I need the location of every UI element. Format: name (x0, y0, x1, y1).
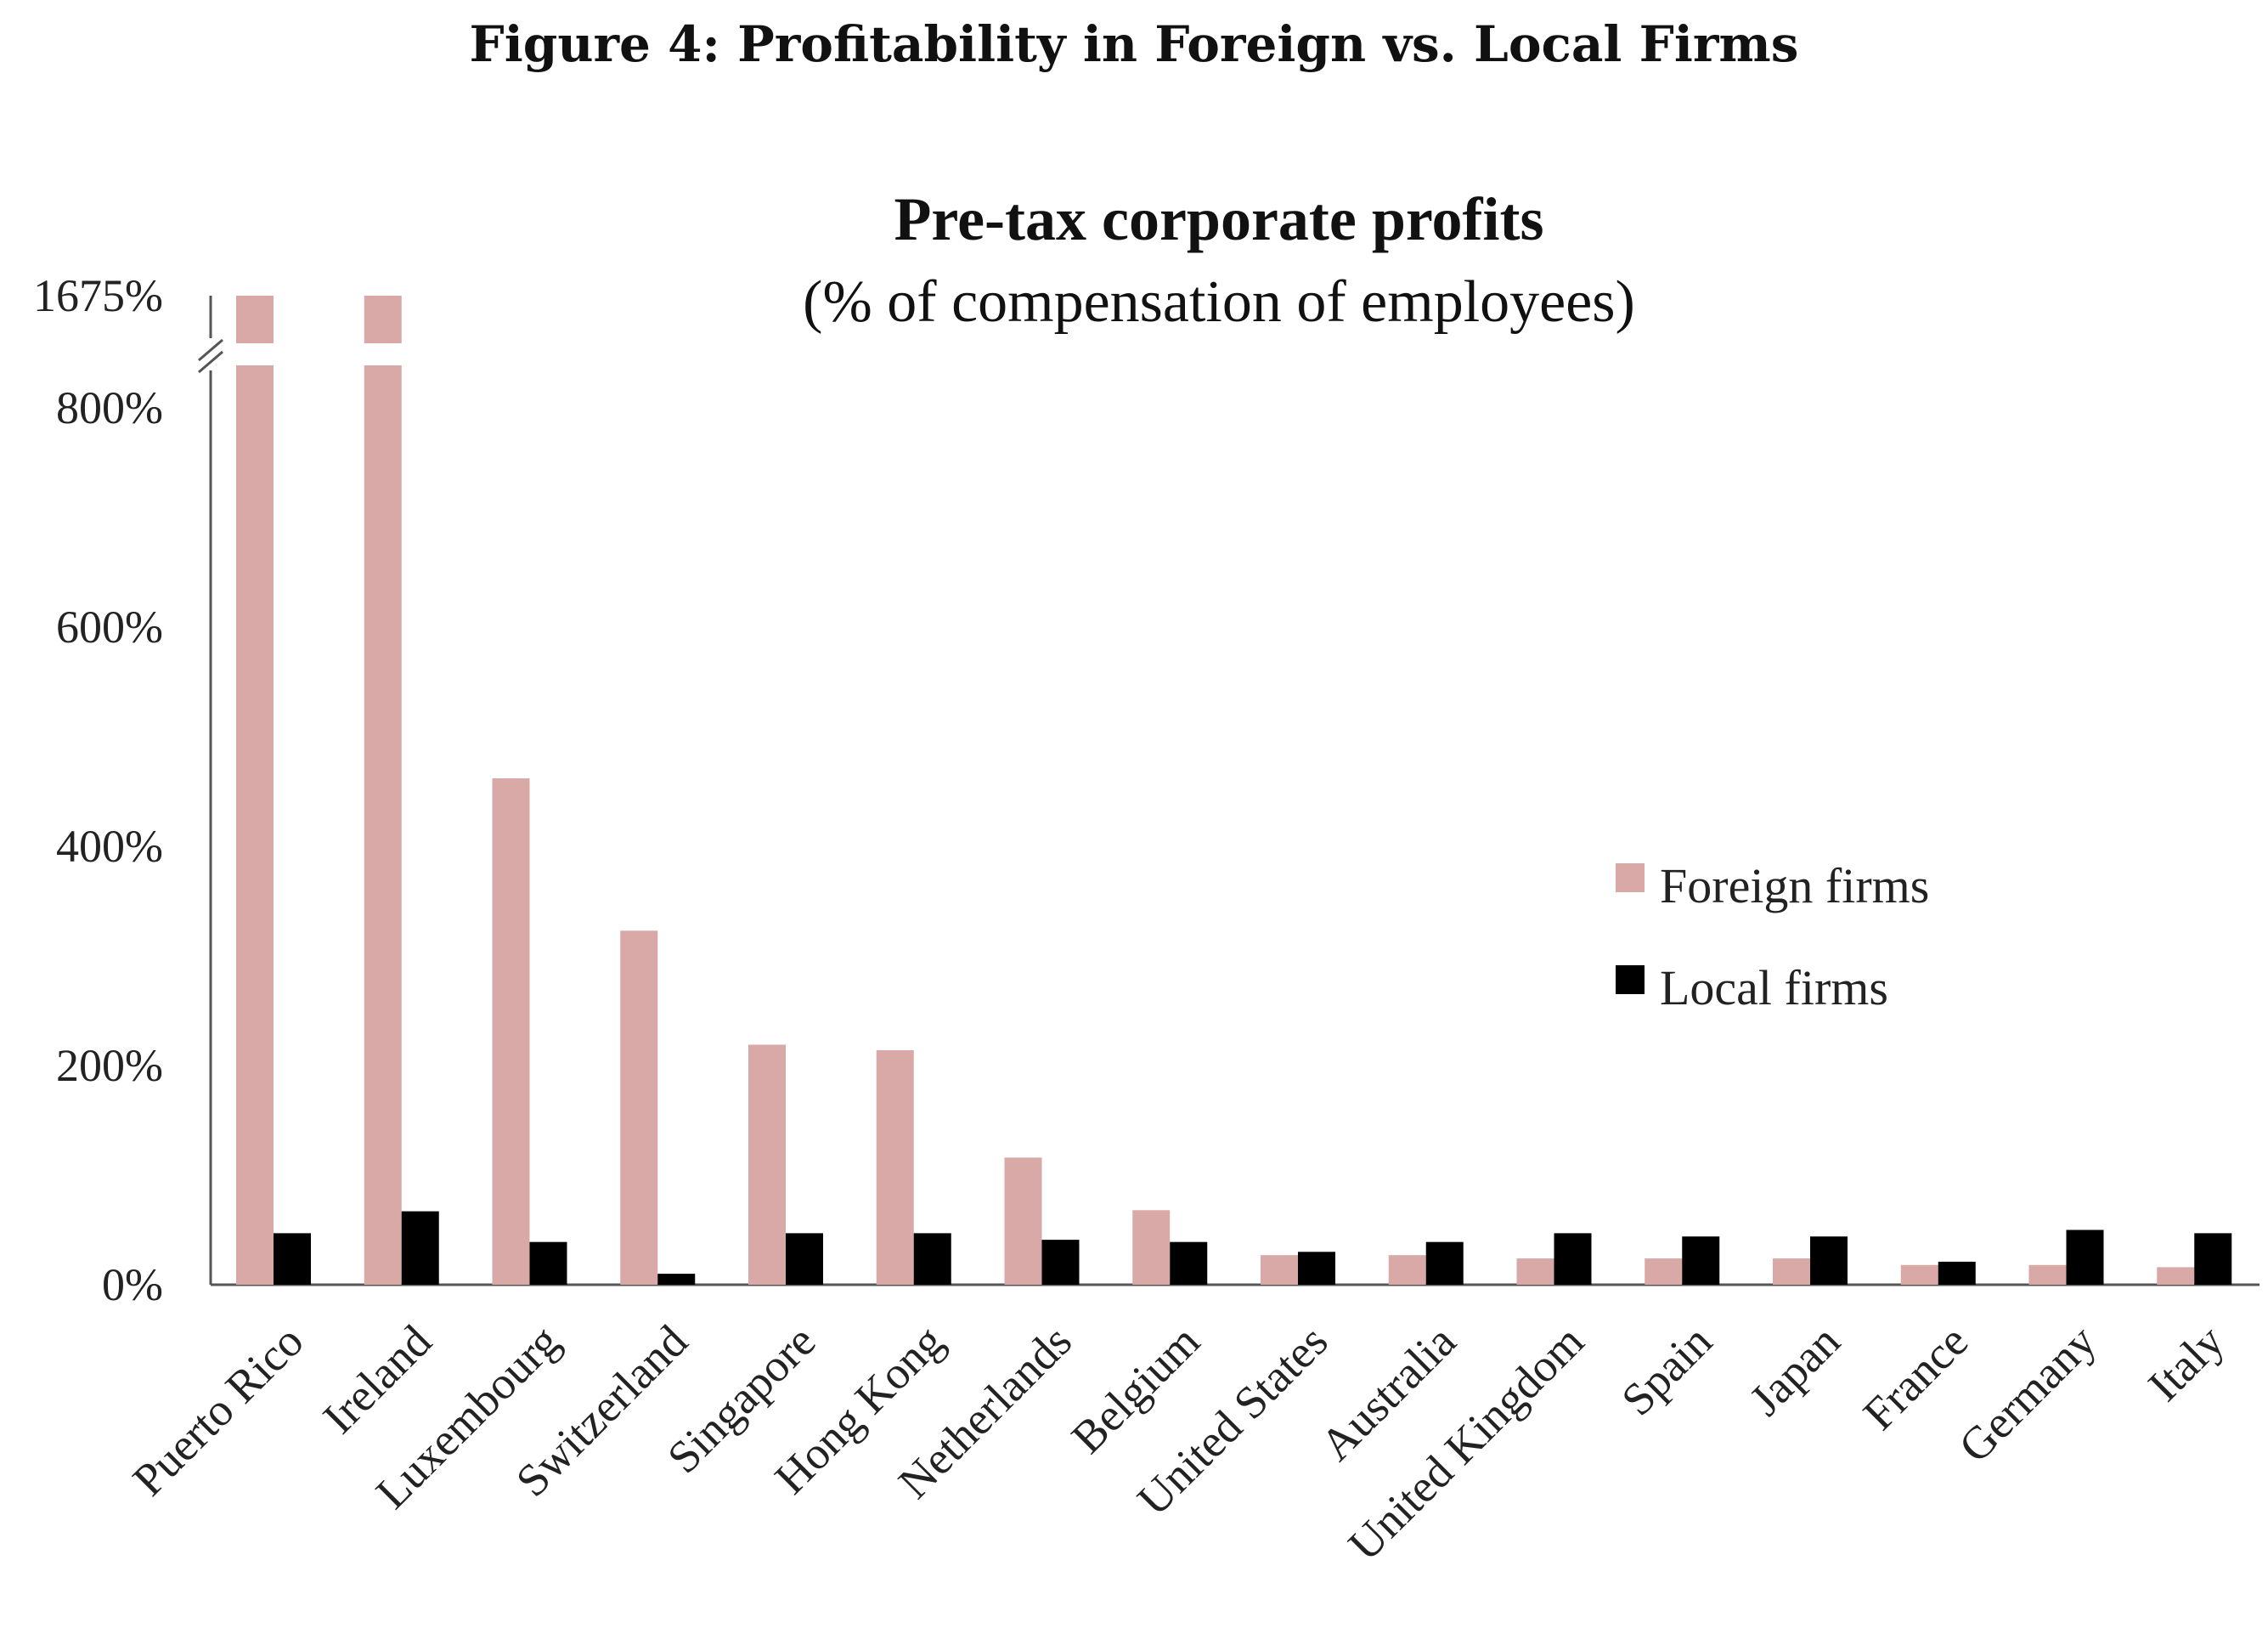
bar-local-puerto-rico (274, 1233, 311, 1285)
y-tick-label: 800% (56, 382, 163, 433)
x-tick-label: Japan (1740, 1315, 1849, 1425)
y-tick-label: 200% (56, 1040, 163, 1091)
x-tick-label: Italy (2138, 1315, 2233, 1410)
bar-foreign-hong-kong (876, 1049, 914, 1285)
bar-local-hong-kong (913, 1233, 951, 1285)
plot-area: 0% 200% 400% 600% 800% 1675% Puerto Rico Irelan… (33, 270, 2260, 1570)
figure-title: Figure 4: Profitability in Foreign vs. L… (469, 15, 1799, 73)
bar-local-united-kingdom (1554, 1233, 1592, 1285)
axis-break-mark (198, 338, 223, 362)
bar-foreign-spain (1645, 1258, 1683, 1285)
x-tick-label: Germany (1949, 1315, 2105, 1472)
bar-foreign-ireland (364, 365, 402, 1285)
bar-local-japan (1810, 1236, 1848, 1285)
bar-local-united-states (1298, 1252, 1335, 1285)
bar-foreign-belgium (1132, 1210, 1171, 1285)
bar-local-switzerland (657, 1274, 696, 1285)
legend-label-local: Local firms (1660, 960, 1888, 1015)
legend-label-foreign: Foreign firms (1660, 858, 1929, 913)
bar-local-italy (2194, 1233, 2232, 1285)
bar-foreign-top-puerto-rico (236, 296, 274, 343)
bar-local-spain (1682, 1236, 1720, 1285)
bar-local-belgium (1170, 1241, 1208, 1285)
bar-local-australia (1425, 1241, 1464, 1285)
legend-swatch-foreign (1616, 863, 1645, 892)
bar-foreign-switzerland (620, 930, 658, 1285)
x-tick-label: Spain (1611, 1315, 1721, 1425)
bar-foreign-luxembourg (492, 778, 530, 1285)
bar-foreign-japan (1773, 1258, 1810, 1285)
bar-foreign-puerto-rico (236, 365, 274, 1285)
axis-break-mark (198, 350, 223, 374)
bar-foreign-top-ireland (364, 296, 402, 343)
bar-foreign-germany (2028, 1264, 2067, 1285)
legend-swatch-local (1616, 965, 1645, 994)
x-tick-label: Puerto Rico (123, 1315, 313, 1506)
bar-local-france (1938, 1261, 1976, 1285)
chart-subtitle: (% of compensation of employees) (803, 269, 1635, 335)
y-tick-label: 600% (56, 602, 163, 653)
bar-foreign-netherlands (1004, 1157, 1042, 1285)
y-tick-label: 0% (102, 1259, 163, 1310)
bar-local-ireland (401, 1211, 439, 1285)
bar-foreign-italy (2157, 1267, 2195, 1285)
bar-local-singapore (786, 1233, 823, 1285)
bar-foreign-united-states (1261, 1255, 1298, 1285)
bar-local-netherlands (1041, 1240, 1080, 1285)
y-tick-label: 1675% (33, 270, 163, 321)
bar-foreign-australia (1388, 1255, 1426, 1285)
x-tick-label: France (1853, 1315, 1977, 1439)
x-tick-label: United Kingdom (1339, 1315, 1594, 1570)
y-tick-label: 400% (56, 821, 163, 872)
x-tick-label: Ireland (313, 1315, 442, 1444)
bar-local-luxembourg (529, 1241, 567, 1285)
bar-foreign-france (1900, 1264, 1938, 1285)
bar-foreign-united-kingdom (1516, 1258, 1554, 1285)
chart-title: Pre-tax corporate profits (894, 185, 1543, 253)
bar-foreign-singapore (748, 1044, 786, 1285)
bar-local-germany (2066, 1229, 2104, 1285)
